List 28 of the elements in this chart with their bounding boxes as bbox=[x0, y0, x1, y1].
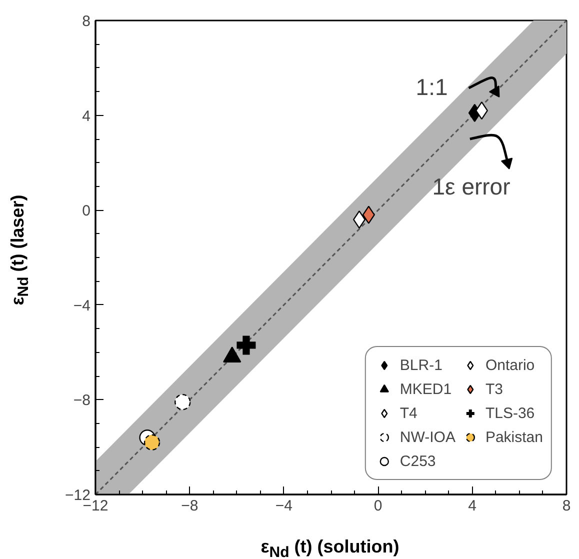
point bbox=[174, 394, 191, 410]
y-tick-label: −8 bbox=[73, 392, 91, 410]
point bbox=[352, 210, 366, 229]
legend-label: Ontario bbox=[485, 356, 535, 374]
legend-label: BLR-1 bbox=[400, 356, 442, 374]
x-axis-title: ε$_{Nd}$ (t) (solution) bbox=[260, 536, 400, 559]
legend-label: Pakistan bbox=[485, 428, 543, 446]
x-tick-label: 0 bbox=[374, 498, 382, 514]
legend-label: MKED1 bbox=[400, 380, 452, 398]
point bbox=[144, 434, 160, 450]
annotation: 1:1 bbox=[416, 74, 448, 100]
legend-label: T3 bbox=[485, 380, 504, 398]
x-tick-label: −4 bbox=[275, 498, 292, 514]
y-tick-label: 4 bbox=[82, 108, 90, 125]
legend-label: NW-IOA bbox=[400, 428, 456, 446]
annotation: 1ε error bbox=[432, 173, 511, 200]
point bbox=[362, 206, 375, 224]
legend-label: TLS-36 bbox=[485, 404, 535, 422]
x-tick-label: 4 bbox=[468, 498, 476, 514]
x-tick-label: −8 bbox=[181, 498, 198, 514]
y-tick-label: 8 bbox=[82, 13, 90, 30]
y-tick-label: 0 bbox=[82, 202, 90, 220]
y-tick-label: −4 bbox=[73, 297, 91, 314]
y-tick-label: −12 bbox=[65, 487, 91, 504]
legend-label: C253 bbox=[400, 452, 436, 470]
point bbox=[236, 336, 256, 355]
legend-label: T4 bbox=[400, 404, 418, 422]
x-tick-label: 8 bbox=[562, 498, 571, 514]
